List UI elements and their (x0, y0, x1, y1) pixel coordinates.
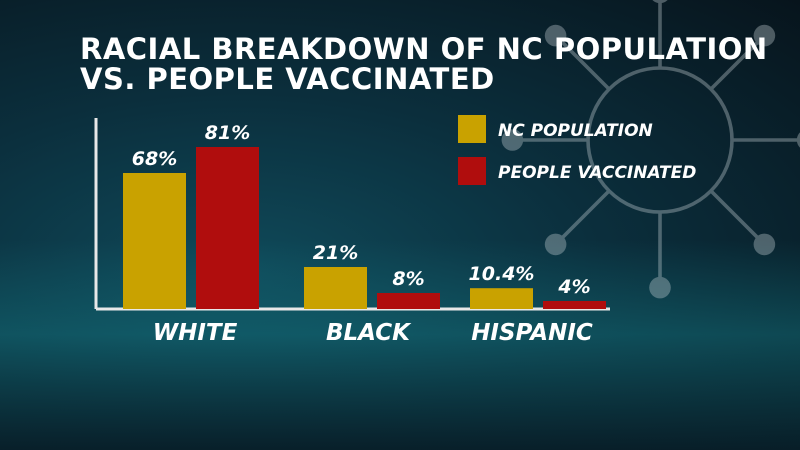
data-label-white-vaccinated: 81% (205, 122, 250, 144)
bar-hispanic-vaccinated (543, 301, 606, 309)
chart-title: RACIAL BREAKDOWN OF NC POPULATION VS. PE… (80, 34, 780, 94)
category-label-hispanic: HISPANIC (471, 320, 593, 346)
legend-label-vaccinated: PEOPLE VACCINATED (498, 163, 696, 183)
bar-black-population (304, 267, 367, 309)
virus-background-icon (501, 0, 800, 299)
legend-swatch-population (458, 115, 486, 143)
data-label-black-vaccinated: 8% (392, 268, 424, 290)
category-label-black: BLACK (326, 320, 412, 346)
bar-white-vaccinated (196, 147, 259, 309)
bar-white-population (123, 173, 186, 309)
category-label-white: WHITE (153, 320, 238, 346)
data-label-black-population: 21% (313, 242, 358, 264)
bar-black-vaccinated (377, 293, 440, 309)
data-label-hispanic-population: 10.4% (469, 263, 535, 285)
legend-label-population: NC POPULATION (498, 121, 653, 141)
data-label-hispanic-vaccinated: 4% (557, 276, 590, 298)
bar-hispanic-population (470, 288, 533, 309)
chart-title-line-1: RACIAL BREAKDOWN OF NC POPULATION (80, 32, 768, 66)
data-label-white-population: 68% (132, 148, 177, 170)
chart-title-line-2: VS. PEOPLE VACCINATED (80, 62, 495, 96)
legend-swatch-vaccinated (458, 157, 486, 185)
